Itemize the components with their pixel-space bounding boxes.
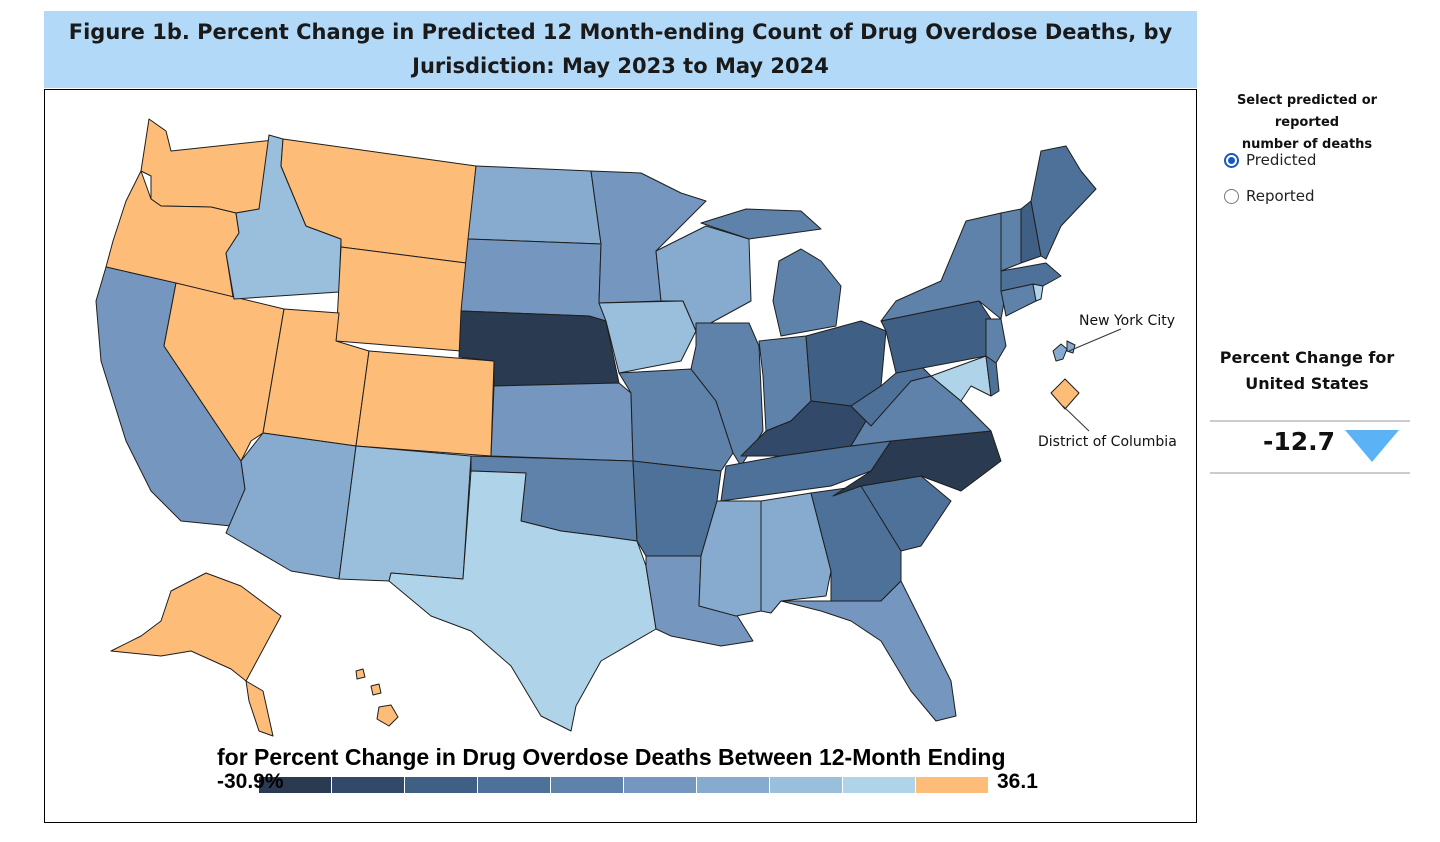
us-pc-label-line-2: United States (1245, 374, 1369, 393)
state-wi[interactable] (655, 225, 752, 332)
choropleth-map: New York City District of Columbia for P… (44, 89, 1197, 823)
figure-title-line-2: Jurisdiction: May 2023 to May 2024 (412, 54, 829, 78)
state-sd[interactable] (460, 238, 607, 322)
us-percent-change-value: -12.7 (1263, 427, 1336, 456)
state-az[interactable] (225, 432, 357, 580)
select-deaths-type-label: Select predicted or reported number of d… (1207, 90, 1407, 156)
radio-predicted-circle[interactable] (1224, 152, 1239, 168)
radio-reported-circle[interactable] (1224, 188, 1239, 204)
state-nd[interactable] (467, 165, 602, 245)
state-mi[interactable] (700, 208, 842, 337)
legend-swatch (332, 777, 404, 793)
inset-nyc[interactable] (1052, 340, 1076, 362)
nyc-callout-line (1068, 328, 1122, 352)
us-pc-label-line-1: Percent Change for (1219, 348, 1395, 367)
us-percent-change-label: Percent Change for United States (1207, 345, 1407, 397)
state-ny[interactable] (880, 212, 1007, 322)
down-triangle-icon (1345, 430, 1399, 462)
legend-swatch (770, 777, 842, 793)
state-ks[interactable] (490, 382, 634, 462)
legend-swatch (478, 777, 550, 793)
figure-title-bar: Figure 1b. Percent Change in Predicted 1… (44, 11, 1197, 88)
legend-max-label: 36.1 (997, 770, 1038, 793)
dc-callout-line (1062, 405, 1090, 432)
legend-swatch (259, 777, 331, 793)
radio-reported[interactable]: Reported (1224, 187, 1314, 205)
state-md[interactable] (930, 355, 992, 402)
state-hi[interactable] (376, 704, 399, 727)
legend-title: for Percent Change in Drug Overdose Deat… (217, 744, 1006, 770)
state-il[interactable] (690, 322, 764, 467)
legend-swatch (916, 777, 988, 793)
us-map-svg: New York City District of Columbia (95, 118, 1177, 737)
legend-swatch (697, 777, 769, 793)
legend-swatch (624, 777, 696, 793)
inset-dc[interactable] (1050, 378, 1080, 410)
dc-callout-label: District of Columbia (1038, 434, 1177, 450)
state-ak-panhandle[interactable] (245, 680, 274, 737)
state-fl[interactable] (780, 580, 957, 722)
select-label-line-2: number of deaths (1241, 137, 1373, 152)
radio-predicted[interactable]: Predicted (1224, 151, 1316, 169)
nyc-callout-label: New York City (1079, 313, 1175, 329)
legend-swatch (551, 777, 623, 793)
figure-title-line-1: Figure 1b. Percent Change in Predicted 1… (68, 20, 1173, 44)
legend-swatch (405, 777, 477, 793)
radio-predicted-label[interactable]: Predicted (1246, 151, 1317, 169)
legend-swatch (843, 777, 915, 793)
state-co[interactable] (355, 350, 495, 457)
state-ma[interactable] (1000, 262, 1062, 292)
state-nm[interactable] (338, 445, 472, 582)
state-me[interactable] (1030, 145, 1097, 260)
state-ak[interactable] (110, 572, 282, 682)
state-tx[interactable] (388, 470, 657, 732)
state-vt[interactable] (1000, 208, 1022, 272)
radio-reported-label[interactable]: Reported (1246, 187, 1315, 205)
state-wy[interactable] (335, 246, 467, 352)
select-label-line-1: Select predicted or reported (1236, 93, 1378, 130)
state-hi-islands[interactable] (355, 668, 382, 696)
legend-color-scale (259, 777, 989, 793)
us-percent-change-box (1210, 420, 1410, 474)
state-nj[interactable] (985, 318, 1007, 364)
legend-min-label: -30.9% (217, 770, 284, 793)
